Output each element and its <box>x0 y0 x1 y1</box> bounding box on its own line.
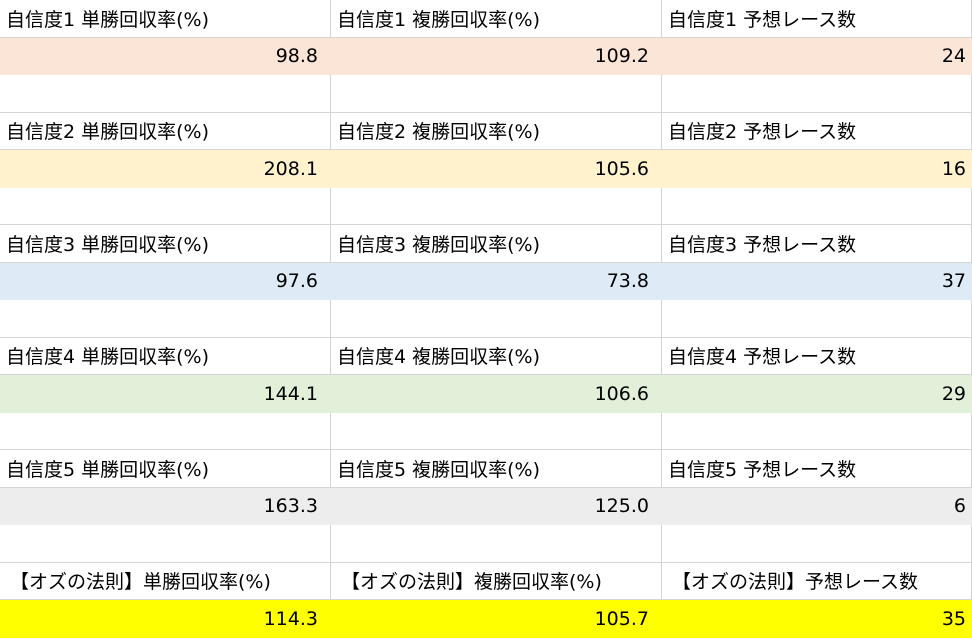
race-count-value-cell[interactable]: 16 <box>941 157 966 180</box>
header-row: 【オズの法則】単勝回収率(%) 【オズの法則】複勝回収率(%) 【オズの法則】予想レ… <box>0 562 972 600</box>
place-return-rate-value-cell[interactable]: 105.7 <box>594 607 649 630</box>
empty-cell[interactable] <box>0 187 331 224</box>
empty-cell[interactable] <box>0 75 331 112</box>
empty-cell[interactable] <box>331 525 662 562</box>
empty-cell[interactable] <box>662 525 972 562</box>
win-return-rate-label-cell[interactable]: 自信度4 単勝回収率(%) <box>0 337 331 374</box>
win-return-rate-value-cell[interactable]: 97.6 <box>275 270 318 293</box>
race-count-value-cell[interactable]: 6 <box>953 495 966 518</box>
win-return-rate-label-cell[interactable]: 【オズの法則】単勝回収率(%) <box>0 562 331 599</box>
empty-row <box>0 525 972 563</box>
win-return-rate-label-cell[interactable]: 自信度3 単勝回収率(%) <box>0 225 331 262</box>
value-row: 97.6 73.8 37 <box>0 262 972 300</box>
empty-cell[interactable] <box>0 412 331 449</box>
place-return-rate-label-cell[interactable]: 自信度2 複勝回収率(%) <box>331 112 662 149</box>
empty-cell[interactable] <box>0 300 331 337</box>
header-row: 自信度3 単勝回収率(%) 自信度3 複勝回収率(%) 自信度3 予想レース数 <box>0 225 972 263</box>
place-return-rate-label-cell[interactable]: 自信度1 複勝回収率(%) <box>331 0 662 37</box>
race-count-label-cell[interactable]: 自信度1 予想レース数 <box>662 0 972 37</box>
value-row: 114.3 105.7 35 <box>0 600 972 638</box>
empty-cell[interactable] <box>0 525 331 562</box>
race-count-value-cell[interactable]: 29 <box>941 382 966 405</box>
place-return-rate-label-cell[interactable]: 自信度4 複勝回収率(%) <box>331 337 662 374</box>
win-return-rate-value-cell[interactable]: 98.8 <box>275 45 318 68</box>
empty-cell[interactable] <box>331 300 662 337</box>
win-return-rate-value-cell[interactable]: 114.3 <box>263 607 318 630</box>
place-return-rate-value-cell[interactable]: 105.6 <box>594 157 649 180</box>
place-return-rate-value-cell[interactable]: 109.2 <box>594 45 649 68</box>
place-return-rate-value-cell[interactable]: 73.8 <box>606 270 649 293</box>
value-row: 163.3 125.0 6 <box>0 487 972 525</box>
place-return-rate-label-cell[interactable]: 自信度3 複勝回収率(%) <box>331 225 662 262</box>
value-row: 144.1 106.6 29 <box>0 375 972 413</box>
win-return-rate-value-cell[interactable]: 144.1 <box>263 382 318 405</box>
race-count-value-cell[interactable]: 37 <box>941 270 966 293</box>
value-row: 98.8 109.2 24 <box>0 37 972 75</box>
header-row: 自信度4 単勝回収率(%) 自信度4 複勝回収率(%) 自信度4 予想レース数 <box>0 337 972 375</box>
empty-cell[interactable] <box>662 300 972 337</box>
empty-row <box>0 300 972 338</box>
header-row: 自信度1 単勝回収率(%) 自信度1 複勝回収率(%) 自信度1 予想レース数 <box>0 0 972 38</box>
win-return-rate-label-cell[interactable]: 自信度5 単勝回収率(%) <box>0 450 331 487</box>
race-count-label-cell[interactable]: 自信度2 予想レース数 <box>662 112 972 149</box>
empty-row <box>0 75 972 113</box>
win-return-rate-label-cell[interactable]: 自信度1 単勝回収率(%) <box>0 0 331 37</box>
place-return-rate-label-cell[interactable]: 自信度5 複勝回収率(%) <box>331 450 662 487</box>
header-row: 自信度5 単勝回収率(%) 自信度5 複勝回収率(%) 自信度5 予想レース数 <box>0 450 972 488</box>
empty-cell[interactable] <box>662 412 972 449</box>
win-return-rate-value-cell[interactable]: 208.1 <box>263 157 318 180</box>
race-count-label-cell[interactable]: 【オズの法則】予想レース数 <box>662 562 972 599</box>
empty-cell[interactable] <box>331 412 662 449</box>
empty-cell[interactable] <box>331 75 662 112</box>
empty-cell[interactable] <box>662 75 972 112</box>
empty-cell[interactable] <box>331 187 662 224</box>
win-return-rate-value-cell[interactable]: 163.3 <box>263 495 318 518</box>
place-return-rate-value-cell[interactable]: 106.6 <box>594 382 649 405</box>
empty-row <box>0 412 972 450</box>
race-count-label-cell[interactable]: 自信度5 予想レース数 <box>662 450 972 487</box>
win-return-rate-label-cell[interactable]: 自信度2 単勝回収率(%) <box>0 112 331 149</box>
race-count-label-cell[interactable]: 自信度4 予想レース数 <box>662 337 972 374</box>
race-count-value-cell[interactable]: 35 <box>941 607 966 630</box>
empty-cell[interactable] <box>662 187 972 224</box>
race-count-label-cell[interactable]: 自信度3 予想レース数 <box>662 225 972 262</box>
header-row: 自信度2 単勝回収率(%) 自信度2 複勝回収率(%) 自信度2 予想レース数 <box>0 112 972 150</box>
empty-row <box>0 187 972 225</box>
race-count-value-cell[interactable]: 24 <box>941 45 966 68</box>
value-row: 208.1 105.6 16 <box>0 150 972 188</box>
place-return-rate-value-cell[interactable]: 125.0 <box>594 495 649 518</box>
place-return-rate-label-cell[interactable]: 【オズの法則】複勝回収率(%) <box>331 562 662 599</box>
